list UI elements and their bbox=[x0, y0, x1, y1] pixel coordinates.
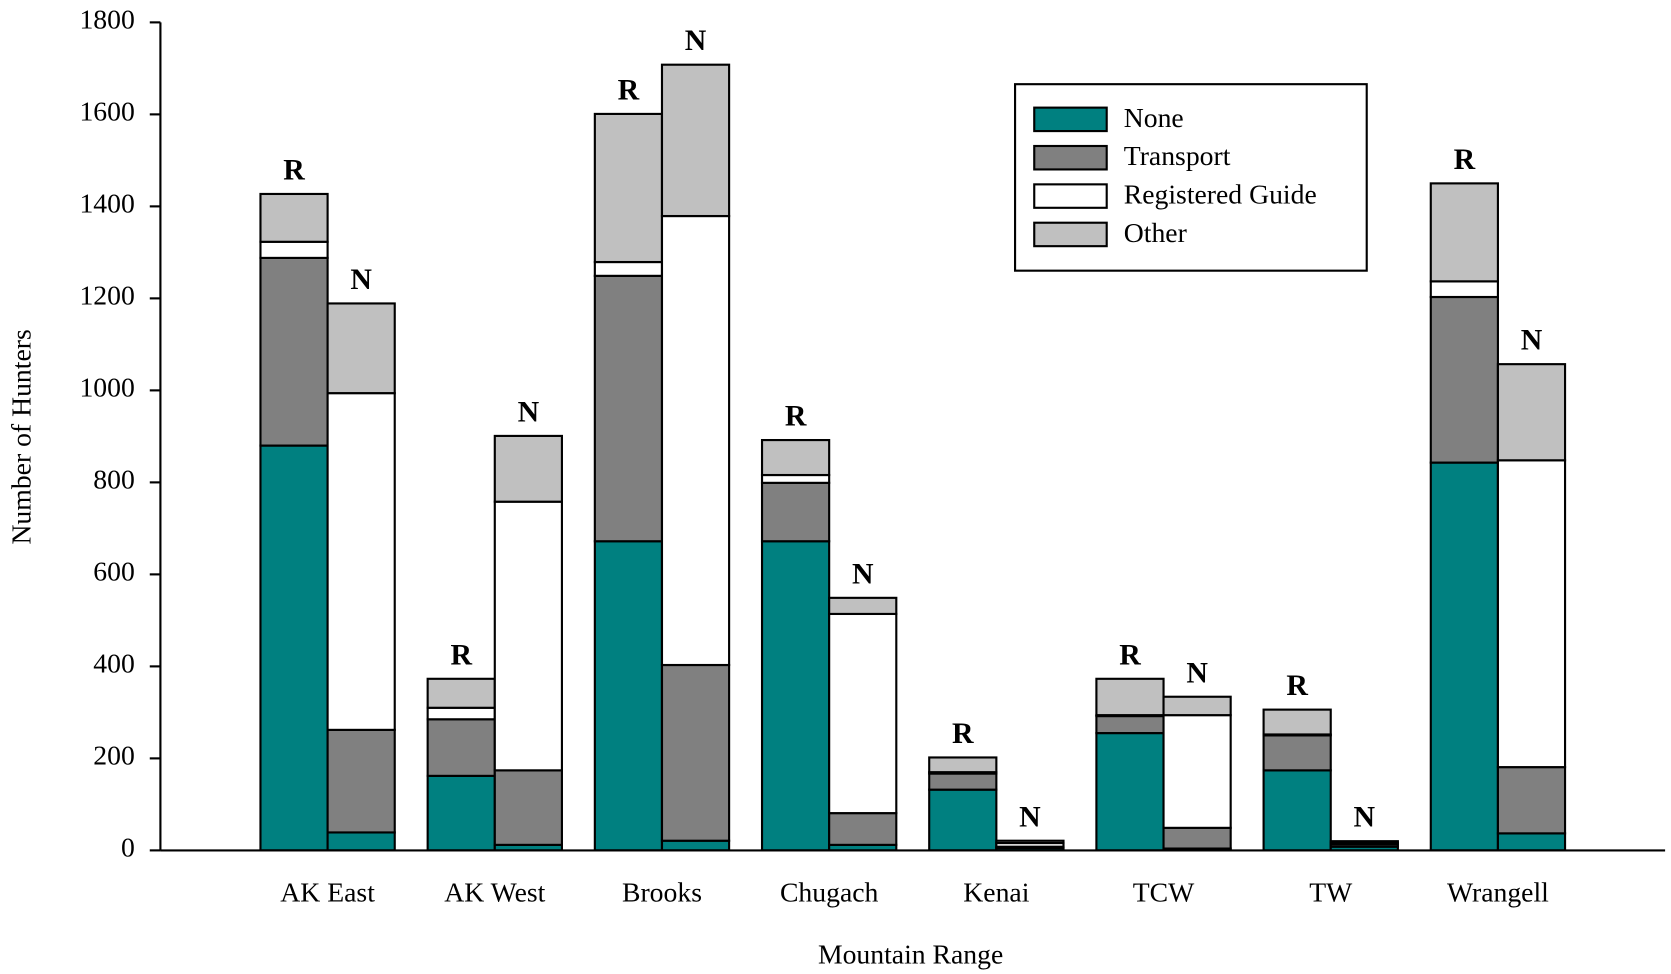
x-tick-label: Wrangell bbox=[1447, 877, 1549, 908]
bar-segment bbox=[1429, 461, 1499, 852]
x-tick-label: Kenai bbox=[963, 877, 1029, 908]
bar-segment bbox=[1095, 714, 1165, 735]
y-tick-label: 600 bbox=[93, 556, 135, 587]
bar-group-label: N bbox=[1186, 656, 1208, 689]
y-tick-label: 200 bbox=[93, 740, 135, 771]
bar-segment bbox=[928, 772, 998, 791]
bar-segment bbox=[760, 540, 831, 852]
bar-segment bbox=[426, 677, 496, 709]
bar-segment bbox=[1262, 734, 1332, 772]
bar-segment bbox=[259, 192, 329, 243]
bar-group-label: N bbox=[1354, 801, 1376, 834]
bar-segment bbox=[593, 260, 664, 277]
bar-group-label: R bbox=[450, 638, 472, 671]
y-tick-label: 1800 bbox=[79, 4, 134, 35]
bar-segment bbox=[828, 612, 898, 815]
bar-segment bbox=[1162, 826, 1232, 850]
legend-label: Other bbox=[1124, 217, 1187, 248]
bar-segment bbox=[493, 769, 563, 846]
legend-swatch bbox=[1033, 183, 1108, 209]
bar-group-label: N bbox=[1019, 800, 1041, 833]
y-tick-label: 0 bbox=[121, 832, 135, 863]
bar-segment bbox=[1162, 695, 1232, 717]
legend-label: None bbox=[1124, 102, 1184, 133]
bar-group-label: N bbox=[1521, 324, 1543, 357]
bar-segment bbox=[660, 63, 731, 218]
bar-segment bbox=[426, 774, 496, 852]
x-tick-label: Chugach bbox=[780, 877, 879, 908]
x-tick-label: Brooks bbox=[622, 877, 702, 908]
bar-segment bbox=[1262, 769, 1332, 852]
bar-group-label: R bbox=[283, 153, 305, 186]
bar-segment bbox=[660, 839, 731, 852]
bar-segment bbox=[760, 438, 831, 477]
y-tick-label: 800 bbox=[93, 464, 135, 495]
bar-group-label: R bbox=[1119, 638, 1141, 671]
bar-segment bbox=[660, 214, 731, 667]
bar-group-label: N bbox=[518, 395, 540, 428]
y-tick-label: 1400 bbox=[79, 188, 134, 219]
bar-group-label: R bbox=[618, 73, 640, 106]
bar-segment bbox=[593, 112, 664, 264]
bar-segment bbox=[660, 663, 731, 842]
bar-segment bbox=[1095, 677, 1165, 717]
bar-segment bbox=[326, 728, 396, 834]
y-tick-label: 400 bbox=[93, 648, 135, 679]
bar-segment bbox=[1429, 280, 1499, 299]
bar-segment bbox=[259, 240, 329, 259]
bar-segment bbox=[259, 444, 329, 852]
x-tick-label: AK East bbox=[280, 877, 375, 908]
bar-segment bbox=[1496, 363, 1567, 462]
bar-segment bbox=[326, 831, 396, 852]
bar-segment bbox=[760, 473, 831, 484]
bar-segment bbox=[326, 392, 396, 731]
bar-segment bbox=[593, 540, 664, 852]
legend-label: Transport bbox=[1124, 140, 1231, 171]
x-tick-label: TCW bbox=[1133, 877, 1195, 908]
bar-group-label: R bbox=[952, 717, 974, 750]
y-tick-label: 1200 bbox=[79, 280, 134, 311]
bar-segment bbox=[1496, 766, 1567, 835]
y-tick-label: 1000 bbox=[79, 372, 134, 403]
bar-group-label: R bbox=[1454, 143, 1476, 176]
bar-segment bbox=[760, 481, 831, 543]
bar-segment bbox=[1329, 840, 1399, 844]
bar-segment bbox=[1429, 182, 1499, 283]
legend-swatch bbox=[1033, 106, 1108, 133]
bar-segment bbox=[1162, 714, 1232, 829]
bar-group-label: R bbox=[1286, 669, 1308, 702]
legend-label: Registered Guide bbox=[1124, 179, 1317, 210]
x-tick-label: TW bbox=[1309, 877, 1353, 908]
bar-segment bbox=[928, 756, 998, 774]
bar-segment bbox=[1429, 295, 1499, 464]
bar-group-label: N bbox=[350, 263, 372, 296]
bar-group-label: N bbox=[852, 557, 874, 590]
bar-segment bbox=[1496, 459, 1567, 769]
bar-segment bbox=[493, 500, 563, 772]
bar-segment bbox=[828, 596, 898, 616]
bar-group-label: R bbox=[785, 400, 807, 433]
bar-segment bbox=[326, 302, 396, 395]
bar-segment bbox=[1095, 732, 1165, 852]
bar-segment bbox=[1496, 832, 1567, 852]
bar-segment bbox=[593, 274, 664, 543]
bar-group-label: N bbox=[685, 24, 707, 57]
bar-segment bbox=[426, 718, 496, 777]
bar-segment bbox=[928, 788, 998, 852]
legend-swatch bbox=[1033, 221, 1108, 248]
bar-segment bbox=[493, 434, 563, 503]
legend-swatch bbox=[1033, 144, 1108, 171]
x-axis-title: Mountain Range bbox=[818, 938, 1003, 969]
bar-segment bbox=[1262, 708, 1332, 736]
bar-segment bbox=[995, 839, 1065, 845]
y-axis-title: Number of Hunters bbox=[5, 329, 36, 544]
bar-segment bbox=[259, 256, 329, 447]
bar-segment bbox=[426, 706, 496, 721]
x-tick-label: AK West bbox=[444, 877, 545, 908]
bar-segment bbox=[828, 812, 898, 846]
y-tick-label: 1600 bbox=[79, 96, 134, 127]
